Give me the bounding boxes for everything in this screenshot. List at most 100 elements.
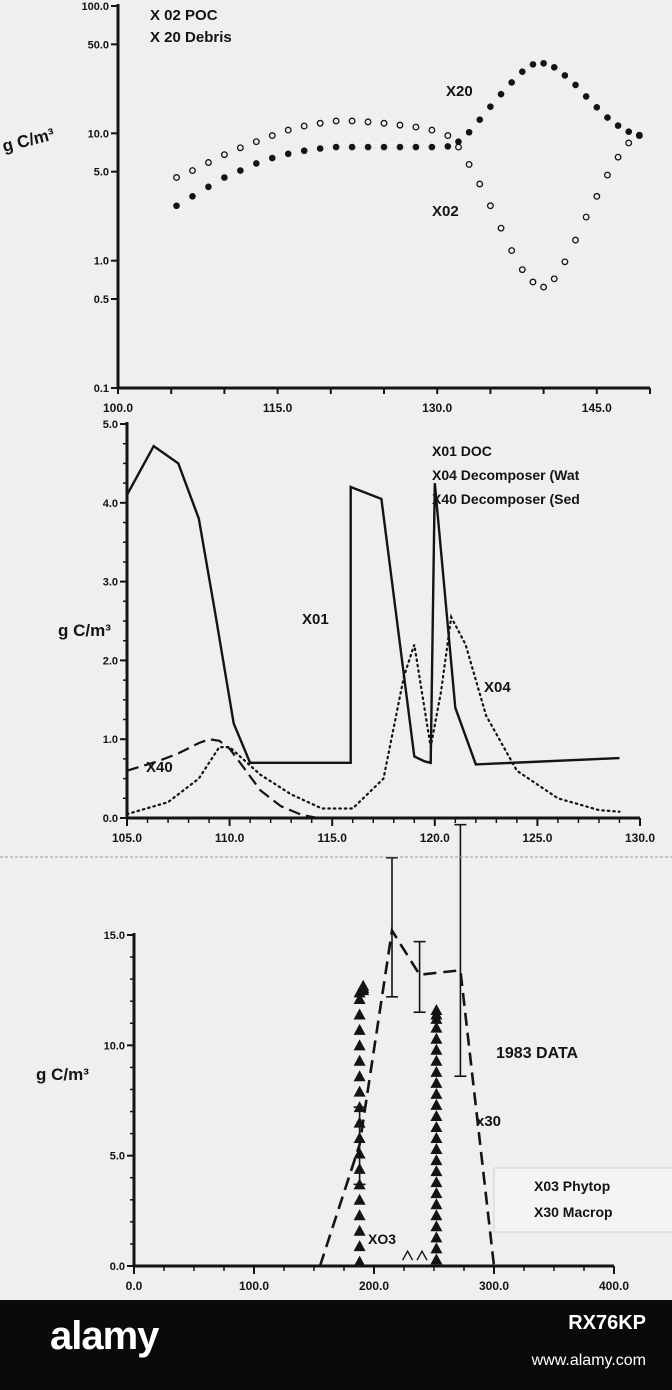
panel3-title: 1983 DATA: [496, 1045, 579, 1062]
panel2-x-tick-label: 110.0: [215, 831, 245, 845]
panel1-y-tick-label: 50.0: [88, 39, 109, 51]
x02-point: [268, 132, 276, 140]
panel1-legend-line-2: X 20 Debris: [150, 29, 232, 46]
panel3-y-tick-label: 0.0: [110, 1261, 125, 1273]
x03-triangle: [353, 1193, 366, 1205]
x03-triangle: [430, 1165, 443, 1177]
x03-triangle: [430, 1076, 443, 1088]
x03-triangle: [430, 1043, 443, 1055]
panel1-axes: 100.0 50.0 10.0 5.0 1.0 0.5 0.1 100.0 115.0 130.0…: [81, 1, 651, 415]
panel3-series-label-x30: x30: [476, 1113, 501, 1130]
alamy-logo[interactable]: alamy: [50, 1314, 159, 1358]
x02-point: [593, 192, 601, 200]
panel3-y-tick-label: 5.0: [110, 1151, 125, 1163]
x02-point: [380, 119, 388, 127]
x03-triangle: [430, 1154, 443, 1166]
x20-point: [625, 128, 633, 135]
x20-point: [268, 154, 276, 162]
x20-point: [332, 143, 340, 151]
panel3-y-tick-label: 10.0: [104, 1040, 125, 1052]
panel1-y-tick-label: 0.1: [94, 383, 109, 395]
x02-point: [236, 144, 244, 152]
x02-point: [364, 118, 372, 126]
x03-triangle: [353, 1070, 366, 1082]
x03-triangle: [430, 1198, 443, 1210]
panel3-legend-box: [493, 1167, 672, 1233]
x03-triangle: [430, 1143, 443, 1155]
x20-point: [300, 147, 308, 155]
x02-point: [428, 126, 436, 134]
x02-point: [572, 236, 579, 244]
panel2-y-tick-label: 1.0: [103, 734, 118, 746]
panel3-axes: 0.0 5.0 10.0 15.0 0.0 100.0 200.0 300.0 400.0: [104, 930, 630, 1293]
x03-triangle: [430, 1209, 443, 1221]
x04-line: [125, 613, 621, 816]
panel2-legend-line-3: X40 Decomposer (Sed: [432, 491, 580, 507]
x20-point: [476, 116, 484, 123]
panel1-x-tick-label: 145.0: [582, 401, 612, 415]
x20-point: [529, 61, 537, 68]
x20-point: [465, 128, 473, 136]
panel2-x-tick-label: 120.0: [420, 831, 450, 845]
x03-triangle: [430, 1021, 443, 1033]
x20-point: [396, 143, 404, 151]
x02-point: [603, 171, 611, 179]
panel2-axes: 0.0 1.0 2.0 3.0 4.0 5.0 105.0 110.0 115.0 120.0 12…: [103, 419, 656, 845]
x02-point: [412, 123, 420, 131]
x02-point: [455, 143, 462, 151]
x03-triangle: [353, 1054, 366, 1066]
x20-point: [205, 183, 212, 191]
panel3-legend-line-1: X03 Phytop: [534, 1178, 610, 1194]
panel-doc-decomposers: 0.0 1.0 2.0 3.0 4.0 5.0 105.0 110.0 115.0 120.0 12…: [58, 419, 655, 845]
x02-point: [497, 224, 505, 232]
x02-point: [284, 126, 292, 134]
x03-triangle: [430, 1065, 443, 1077]
x03-triangle: [353, 1255, 366, 1267]
panel-poc-debris: 100.0 50.0 10.0 5.0 1.0 0.5 0.1 100.0 115.0 130.0…: [0, 1, 651, 415]
footer-banner: alamy RX76KP www.alamy.com: [0, 1300, 672, 1390]
x02-point: [561, 258, 569, 266]
x03-triangle: [353, 1224, 366, 1236]
x20-point: [593, 104, 601, 111]
x20-point: [572, 81, 579, 89]
x20-point: [636, 131, 643, 139]
x03-triangle: [353, 1039, 366, 1051]
x02-point: [189, 167, 196, 175]
x02-point: [529, 278, 537, 286]
x03-open-mark: [401, 1249, 414, 1261]
x20-point: [173, 202, 180, 210]
x02-point: [540, 283, 548, 291]
panel1-ylabel: g C/m³: [0, 125, 56, 156]
panel3-x-tick-label: 200.0: [359, 1279, 389, 1293]
x20-point: [284, 150, 292, 158]
panel3-ylabel-text: g C/m³: [36, 1065, 89, 1084]
scanned-figure-page: [0, 0, 672, 1300]
panel2-marks: [125, 444, 621, 820]
panel3-x-tick-label: 0.0: [126, 1279, 143, 1293]
panel2-ylabel-text: g C/m³: [58, 621, 111, 640]
panel1-y-tick-label: 1.0: [94, 256, 109, 268]
panel1-y-tick-label: 100.0: [81, 1, 109, 13]
panel1-x-tick-label: 100.0: [103, 401, 133, 415]
site-url[interactable]: www.alamy.com: [531, 1352, 646, 1369]
x20-point: [455, 138, 462, 145]
footer: alamy RX76KP www.alamy.com: [0, 1300, 672, 1390]
panel1-marks: [173, 59, 643, 291]
x03-triangle: [430, 1054, 443, 1066]
panel3-x-tick-label: 300.0: [479, 1279, 509, 1293]
x20-point: [561, 72, 569, 79]
panel2-x-tick-label: 115.0: [318, 831, 348, 845]
x02-point: [220, 151, 228, 159]
x20-point: [550, 64, 558, 71]
x02-point: [300, 122, 308, 130]
x03-triangle: [353, 1085, 366, 1097]
x20-point: [316, 145, 324, 152]
x02-point: [396, 121, 404, 129]
x03-triangle: [430, 1120, 443, 1132]
x20-point: [348, 143, 356, 151]
x20-point: [412, 143, 420, 151]
x03-triangle: [430, 1032, 443, 1044]
x20-point: [444, 143, 452, 150]
x03-triangle: [430, 1109, 443, 1121]
x20-point: [519, 68, 526, 75]
